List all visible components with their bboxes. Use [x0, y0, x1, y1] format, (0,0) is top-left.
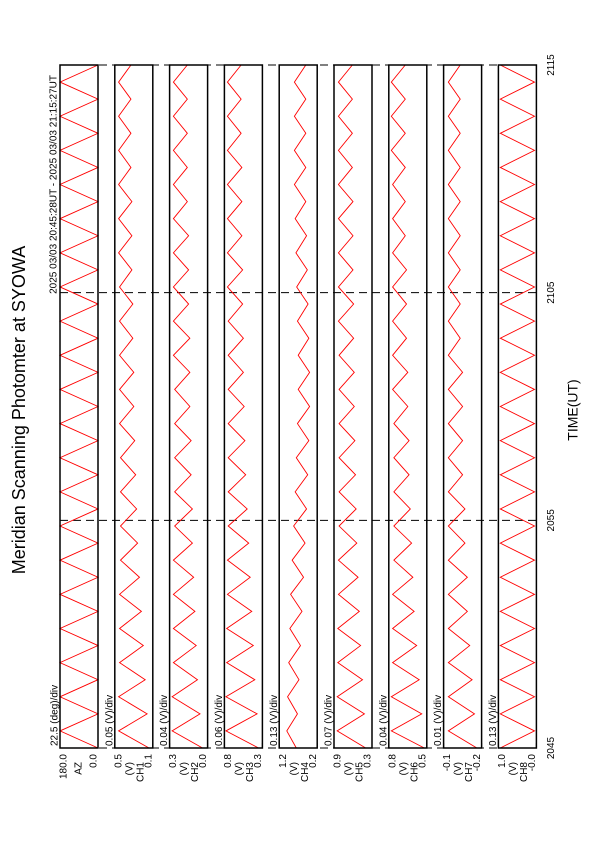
panel-frame	[223, 64, 264, 749]
y-tick-label: -0.1	[442, 754, 453, 772]
channel-label: CH5	[355, 762, 366, 782]
y-axis-label: (V)	[289, 762, 300, 775]
y-tick-label: 0.2	[308, 754, 319, 768]
x-tick-label: 2105	[546, 281, 557, 304]
y-tick-label: -0.0	[527, 754, 538, 772]
y-tick-label: -0.2	[472, 754, 483, 772]
channel-label: CH4	[300, 762, 311, 782]
x-tick-label: 2055	[546, 509, 557, 532]
y-tick-label: 0.8	[387, 754, 398, 768]
y-axis-label: (V)	[398, 762, 409, 775]
chart-title: Meridian Scanning Photomter at SYOWA	[9, 246, 29, 574]
y-axis-label: (V)	[179, 762, 190, 775]
panel-scale: 0.01 (V)/div	[433, 695, 444, 746]
panel-frame	[333, 64, 373, 749]
panel-scale: 0.04 (V)/div	[159, 695, 170, 746]
data-line	[499, 64, 536, 749]
y-tick-label: 0.5	[417, 754, 428, 768]
chart-subtitle: 2025 03/03 20:45:28UT - 2025 03/03 21:15…	[49, 75, 60, 294]
panel-scale: 0.04 (V)/div	[378, 695, 389, 746]
panel-scale: 0.05 (V)/div	[104, 695, 115, 746]
y-axis-label: (V)	[234, 762, 245, 775]
channel-label: CH1	[135, 762, 146, 782]
y-tick-label: 180.0	[59, 754, 70, 779]
y-axis-label: AZ	[74, 762, 85, 775]
data-line	[117, 64, 150, 749]
y-axis-label: (V)	[508, 762, 519, 775]
x-tick-label: 2045	[546, 736, 557, 759]
panel-scale: 22.5 (deg)/div	[50, 685, 61, 746]
channel-label: CH2	[190, 762, 201, 782]
panel-scale: 0.13 (V)/div	[488, 695, 499, 746]
channel-label: CH3	[245, 762, 256, 782]
data-line	[58, 64, 100, 749]
panel-frame	[497, 64, 538, 749]
y-tick-label: 0.3	[168, 754, 179, 768]
panel-scale: 0.07 (V)/div	[324, 695, 335, 746]
y-tick-label: 0.5	[113, 754, 124, 768]
data-line	[390, 64, 425, 749]
y-tick-label: 0.3	[363, 754, 374, 768]
panel-frame	[114, 64, 154, 749]
data-line	[286, 64, 311, 749]
panel-scale: 0.13 (V)/div	[269, 695, 280, 746]
panel-scale: 0.06 (V)/div	[214, 695, 225, 746]
y-tick-label: 0.1	[143, 754, 154, 768]
panel-frame	[442, 64, 483, 749]
y-tick-label: 0.0	[198, 754, 209, 768]
channel-label: CH6	[409, 762, 420, 782]
channel-label: CH7	[464, 762, 475, 782]
rotated-plot: Meridian Scanning Photomter at SYOWA 202…	[9, 54, 581, 782]
panel-frame	[278, 64, 318, 749]
x-tick-label: 2115	[546, 54, 557, 76]
panel-frame	[388, 64, 428, 749]
channel-label: CH8	[519, 762, 530, 782]
y-tick-label: 1.0	[497, 754, 508, 768]
y-tick-label: 0.9	[333, 754, 344, 768]
y-tick-label: 0.3	[253, 754, 264, 768]
y-tick-label: 1.2	[278, 754, 289, 768]
y-axis-label: (V)	[453, 762, 464, 775]
y-tick-label: 0.8	[223, 754, 234, 768]
panel-frame	[168, 64, 209, 749]
panel-frame	[59, 64, 99, 749]
data-line	[224, 64, 259, 749]
data-line	[171, 64, 203, 749]
y-axis-label: (V)	[124, 762, 135, 775]
y-axis-label: (V)	[344, 762, 355, 775]
y-tick-label: 0.0	[89, 754, 100, 768]
x-axis-title: TIME(UT)	[565, 379, 581, 440]
data-line	[447, 64, 478, 749]
data-line	[336, 64, 366, 749]
